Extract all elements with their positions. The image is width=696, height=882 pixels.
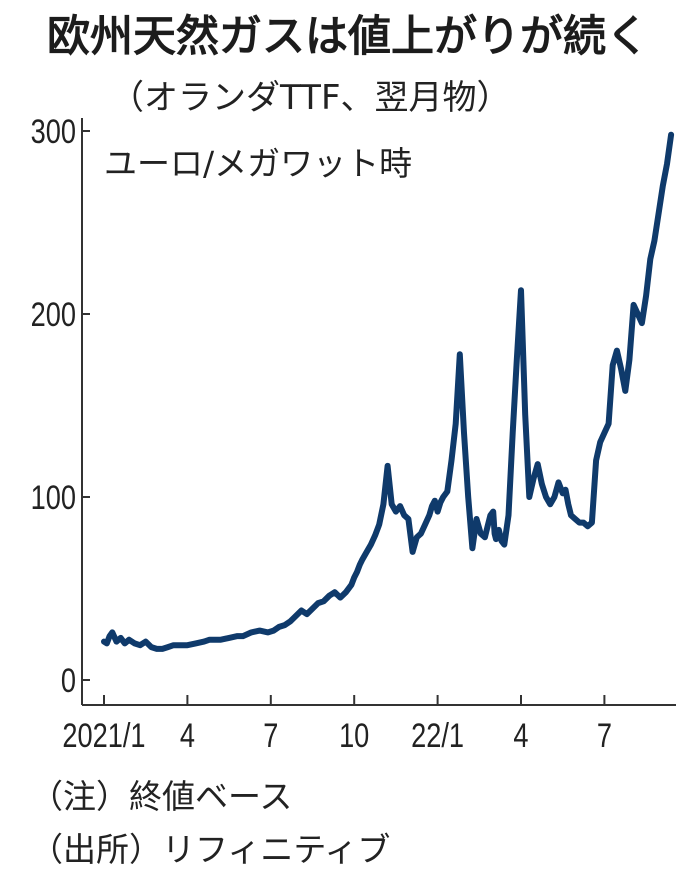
x-tick-label: 2021/1: [62, 716, 145, 755]
x-tick-label: 10: [339, 716, 369, 755]
y-tick-label: 200: [31, 295, 76, 334]
x-tick-label: 22/1: [411, 716, 464, 755]
y-axis: 0 100 200 300: [31, 112, 90, 705]
unit-label: ユーロ/メガワット時: [104, 144, 413, 183]
y-tick-label: 0: [61, 661, 76, 700]
price-line: [101, 131, 675, 652]
x-tick-label: 4: [180, 716, 195, 755]
y-tick-label: 100: [31, 478, 76, 517]
x-tick-label: 7: [263, 716, 278, 755]
x-tick-label: 4: [513, 716, 528, 755]
x-tick-label: 7: [597, 716, 612, 755]
chart-subtitle: （オランダTTF、翌月物）: [110, 78, 511, 118]
chart-title: 欧州天然ガスは値上がりが続く: [47, 12, 649, 62]
data-series: [101, 131, 675, 652]
x-axis: 2021/1 4 7 10 22/1 4 7: [62, 695, 676, 755]
y-tick-label: 300: [31, 112, 76, 151]
note-closing-basis: （注）終値ベース: [30, 777, 293, 816]
note-source: （出所）リフィニティブ: [30, 830, 391, 869]
